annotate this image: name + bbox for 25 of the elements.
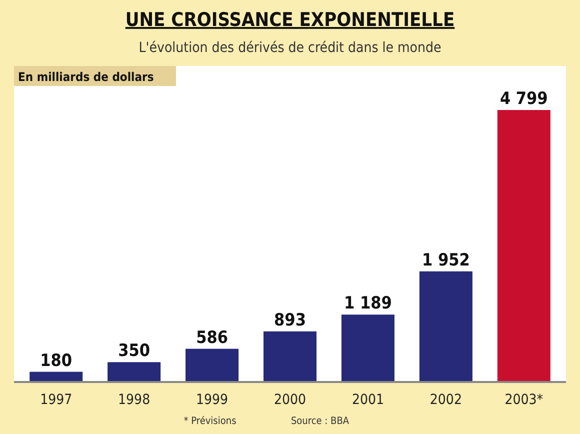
bar bbox=[419, 271, 472, 382]
x-tick-label: 1999 bbox=[196, 392, 228, 408]
bar bbox=[186, 348, 239, 382]
data-label: 350 bbox=[118, 341, 150, 362]
x-tick-label: 1998 bbox=[118, 392, 150, 408]
data-label: 4 799 bbox=[500, 89, 548, 109]
x-tick-label: 1997 bbox=[40, 392, 72, 408]
x-tick-label: 2003* bbox=[504, 392, 544, 408]
x-tick-label: 2000 bbox=[274, 392, 306, 408]
data-label: 893 bbox=[274, 310, 306, 330]
y-axis-title: En milliards de dollars bbox=[18, 70, 154, 84]
chart-title: UNE CROISSANCE EXPONENTIELLE bbox=[125, 9, 455, 31]
x-tick-label: 2001 bbox=[352, 392, 384, 408]
bar bbox=[341, 314, 394, 382]
data-label: 1 952 bbox=[422, 250, 470, 270]
data-label: 586 bbox=[196, 328, 228, 348]
source-note: Source : BBA bbox=[290, 416, 350, 427]
data-label: 1 189 bbox=[344, 294, 392, 314]
x-tick-label: 2002 bbox=[430, 392, 462, 408]
bar bbox=[497, 110, 550, 382]
text: * Prévisions bbox=[184, 416, 237, 427]
bar bbox=[263, 331, 317, 382]
data-label: 180 bbox=[40, 350, 72, 371]
bar bbox=[108, 362, 161, 382]
chart-subtitle: L'évolution des dérivés de crédit dans le monde bbox=[138, 40, 442, 56]
